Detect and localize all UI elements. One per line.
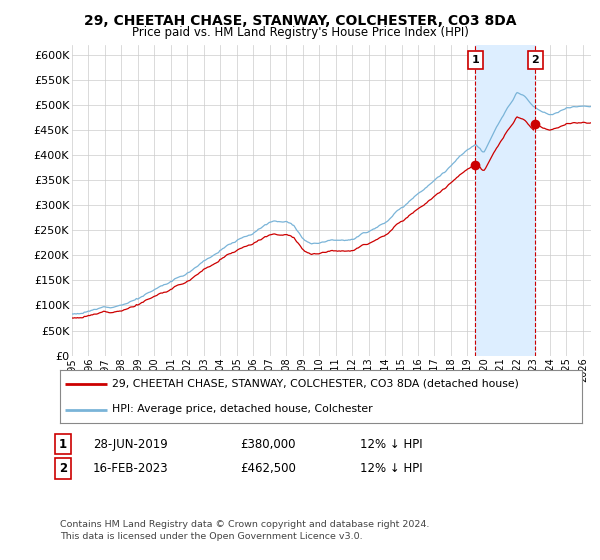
Text: 2: 2 — [532, 55, 539, 65]
Text: 1: 1 — [472, 55, 479, 65]
Text: 28-JUN-2019: 28-JUN-2019 — [93, 438, 168, 451]
Text: £380,000: £380,000 — [240, 438, 296, 451]
Text: 12% ↓ HPI: 12% ↓ HPI — [360, 462, 422, 475]
Text: 1: 1 — [59, 438, 67, 451]
Text: 29, CHEETAH CHASE, STANWAY, COLCHESTER, CO3 8DA: 29, CHEETAH CHASE, STANWAY, COLCHESTER, … — [84, 14, 516, 28]
Text: 12% ↓ HPI: 12% ↓ HPI — [360, 438, 422, 451]
Text: Price paid vs. HM Land Registry's House Price Index (HPI): Price paid vs. HM Land Registry's House … — [131, 26, 469, 39]
Text: Contains HM Land Registry data © Crown copyright and database right 2024.
This d: Contains HM Land Registry data © Crown c… — [60, 520, 430, 541]
Text: HPI: Average price, detached house, Colchester: HPI: Average price, detached house, Colc… — [112, 404, 373, 414]
Text: 2: 2 — [59, 462, 67, 475]
Text: 16-FEB-2023: 16-FEB-2023 — [93, 462, 169, 475]
Text: £462,500: £462,500 — [240, 462, 296, 475]
Text: 29, CHEETAH CHASE, STANWAY, COLCHESTER, CO3 8DA (detached house): 29, CHEETAH CHASE, STANWAY, COLCHESTER, … — [112, 379, 519, 389]
Bar — [475, 45, 535, 356]
